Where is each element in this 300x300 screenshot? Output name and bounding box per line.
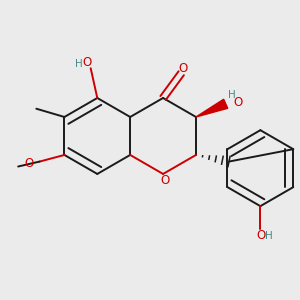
- Text: O: O: [24, 157, 34, 170]
- Text: H: H: [75, 59, 83, 69]
- Text: O: O: [256, 230, 265, 242]
- Polygon shape: [196, 99, 228, 117]
- Text: H: H: [265, 231, 272, 241]
- Text: O: O: [233, 96, 242, 109]
- Text: O: O: [83, 56, 92, 69]
- Text: H: H: [228, 89, 236, 100]
- Text: O: O: [160, 174, 170, 187]
- Text: O: O: [178, 62, 188, 75]
